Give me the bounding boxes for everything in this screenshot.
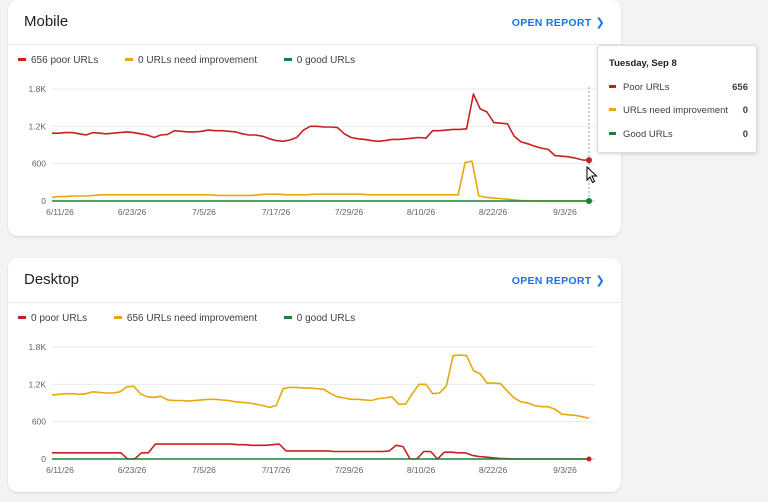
x-tick-label: 6/23/26: [118, 207, 147, 217]
desktop-line-chart[interactable]: 0 600 1.2K 1.8K 6/11/26 6/23/26 7/5/26 7/17/26 7…: [8, 334, 621, 484]
y-tick-label: 600: [32, 159, 46, 169]
x-tick-label: 7/17/26: [262, 465, 291, 475]
tooltip-swatch: [609, 107, 616, 111]
legend-label: 0 good URLs: [296, 313, 356, 324]
legend-good-urls[interactable]: 0 good URLs: [283, 55, 356, 66]
tooltip-row-good: Good URLs 0: [609, 129, 748, 143]
x-tick-label: 6/11/26: [46, 465, 74, 475]
y-tick-label: 1.2K: [29, 121, 47, 131]
chevron-right-icon: ❯: [595, 275, 605, 287]
x-tick-label: 7/29/26: [335, 207, 364, 217]
desktop-card: Desktop OPEN REPORT ❯ 0 poor URLs 656 URL…: [8, 258, 621, 492]
legend-good-urls[interactable]: 0 good URLs: [283, 313, 356, 324]
legend-swatch: [283, 315, 292, 319]
legend-swatch: [18, 57, 26, 61]
x-tick-label: 6/11/26: [46, 207, 74, 217]
end-point: [586, 456, 592, 462]
tooltip-label: Poor URLs: [623, 82, 670, 93]
tooltip-date: Tuesday, Sep 8: [609, 58, 677, 69]
legend-label: 0 poor URLs: [31, 313, 88, 324]
legend-needs-improvement[interactable]: 656 URLs need improvement: [113, 313, 257, 324]
legend-swatch: [113, 315, 122, 319]
desktop-title: Desktop: [24, 271, 80, 288]
series-line-urls-need-improvement[interactable]: [51, 160, 589, 202]
tooltip-swatch: [609, 84, 616, 88]
x-tick-label: 8/22/26: [479, 465, 508, 475]
card-divider: [8, 302, 621, 303]
tooltip-swatch: [609, 131, 616, 135]
x-tick-label: 9/3/26: [553, 465, 577, 475]
x-tick-label: 6/23/26: [118, 465, 147, 475]
series-line-urls-need-improvement[interactable]: [51, 354, 590, 419]
hover-point: [586, 157, 592, 164]
mobile-open-report-link[interactable]: OPEN REPORT ❯: [512, 16, 605, 29]
legend-label: 656 poor URLs: [31, 55, 99, 66]
card-divider: [8, 44, 621, 45]
series-line-poor-urls[interactable]: [52, 93, 590, 161]
mobile-title: Mobile: [24, 13, 69, 30]
chevron-right-icon: ❯: [595, 17, 605, 29]
y-tick-label: 600: [32, 417, 46, 427]
x-tick-label: 7/17/26: [262, 207, 291, 217]
y-tick-label: 1.8K: [29, 84, 47, 94]
mouse-pointer-icon: [586, 166, 598, 184]
tooltip-value: 0: [742, 129, 748, 140]
desktop-legend: 0 poor URLs 656 URLs need improvement 0 …: [18, 313, 379, 324]
y-tick-label: 1.8K: [29, 342, 47, 352]
open-report-label: OPEN REPORT: [511, 17, 592, 29]
tooltip-label: URLs need improvement: [623, 105, 729, 116]
x-tick-label: 7/5/26: [192, 465, 216, 475]
hover-point: [586, 198, 592, 204]
y-tick-label: 0: [41, 196, 46, 206]
mobile-line-chart[interactable]: 0 600 1.2K 1.8K 6/11/26 6/23/26 7/5/26 7/17/26 7…: [8, 76, 621, 226]
tooltip-row-needs-improvement: URLs need improvement 0: [609, 105, 748, 119]
legend-swatch: [283, 57, 292, 61]
chart-tooltip: Tuesday, Sep 8 Poor URLs 656 URLs need im…: [597, 45, 757, 153]
legend-poor-urls[interactable]: 656 poor URLs: [18, 55, 98, 66]
mobile-legend: 656 poor URLs 0 URLs need improvement 0 …: [18, 55, 379, 66]
series-line-poor-urls[interactable]: [52, 443, 589, 460]
legend-poor-urls[interactable]: 0 poor URLs: [18, 313, 87, 324]
tooltip-row-poor: Poor URLs 656: [609, 82, 748, 96]
tooltip-value: 656: [732, 82, 748, 93]
legend-swatch: [18, 315, 26, 319]
legend-label: 656 URLs need improvement: [126, 313, 257, 324]
legend-label: 0 URLs need improvement: [138, 55, 257, 66]
x-tick-label: 7/29/26: [335, 465, 364, 475]
legend-needs-improvement[interactable]: 0 URLs need improvement: [125, 55, 257, 66]
y-tick-label: 0: [41, 454, 46, 464]
desktop-open-report-link[interactable]: OPEN REPORT ❯: [512, 274, 605, 287]
legend-label: 0 good URLs: [296, 55, 356, 66]
x-tick-label: 8/10/26: [407, 465, 436, 475]
tooltip-label: Good URLs: [623, 129, 673, 140]
x-tick-label: 9/3/26: [553, 207, 577, 217]
legend-swatch: [125, 57, 134, 61]
open-report-label: OPEN REPORT: [511, 275, 592, 287]
tooltip-value: 0: [742, 105, 748, 116]
y-tick-label: 1.2K: [29, 379, 47, 389]
mobile-card: Mobile OPEN REPORT ❯ 656 poor URLs 0 URLs…: [8, 0, 621, 236]
x-tick-label: 8/10/26: [407, 207, 436, 217]
x-tick-label: 8/22/26: [479, 207, 508, 217]
x-tick-label: 7/5/26: [192, 207, 216, 217]
